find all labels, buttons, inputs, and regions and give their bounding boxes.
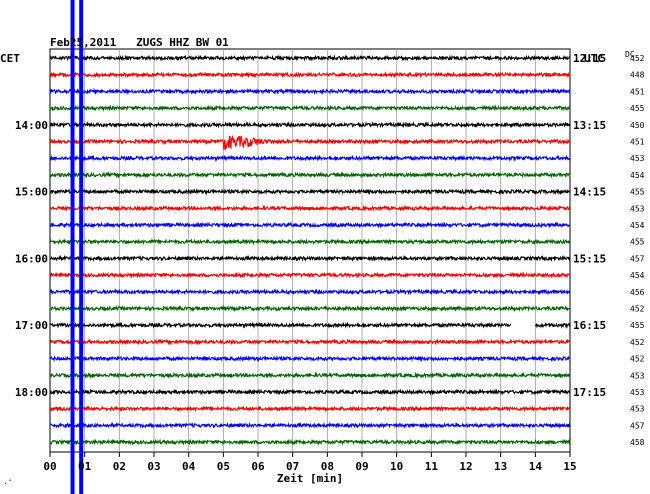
trace-line [49, 321, 571, 329]
trace-line [49, 288, 571, 296]
trace-line [49, 304, 571, 313]
dc-value: 451 [630, 138, 645, 147]
dc-value: 455 [630, 321, 645, 330]
x-tick-label: 02 [113, 460, 126, 473]
marker-lines [70, 0, 84, 494]
x-tick-label: 09 [355, 460, 368, 473]
trace-line [49, 421, 571, 429]
x-tick-label: 11 [425, 460, 439, 473]
x-tick-label: 13 [494, 460, 507, 473]
dc-value: 455 [630, 188, 645, 197]
x-tick-label: 10 [390, 460, 403, 473]
dc-value: 458 [630, 438, 645, 447]
dc-value: 452 [630, 338, 645, 347]
x-tick-label: 14 [529, 460, 543, 473]
trace-line [49, 204, 571, 212]
dc-value: 452 [630, 305, 645, 314]
x-tick-label: 01 [78, 460, 92, 473]
chart-title: Feb25,2011 ZUGS HHZ BW 01 [50, 36, 229, 49]
left-time-label: 16:00 [15, 252, 48, 265]
right-time-label: 16:15 [573, 319, 606, 332]
trace-line [49, 354, 571, 363]
x-axis-label: Zeit [min] [277, 472, 343, 485]
dc-value: 453 [630, 405, 645, 414]
plot-frame [49, 48, 571, 453]
labels: 00 01 02 03 04 05 06 07 08 09 10 11 12 13 14 15 14:00 15:… [15, 52, 645, 473]
trace-line [49, 134, 571, 150]
trace-line [49, 154, 571, 162]
footer-mark: ·̂ [3, 478, 12, 488]
right-time-label: 15:15 [573, 252, 606, 265]
right-time-label: 17:15 [573, 386, 606, 399]
dc-value: 454 [630, 271, 645, 280]
x-tick-label: 04 [182, 460, 196, 473]
dc-value: 448 [630, 71, 645, 80]
trace-line [49, 405, 571, 413]
trace-line [49, 187, 571, 196]
dc-value: 451 [630, 87, 645, 96]
x-tick-label: 07 [286, 460, 299, 473]
x-tick-label: 06 [251, 460, 265, 473]
right-time-label: 13:15 [573, 119, 606, 132]
dc-value: 452 [630, 355, 645, 364]
left-time-label: 15:00 [15, 186, 48, 199]
utc-label: UTC [584, 52, 604, 65]
right-time-label: 12:15 [573, 52, 606, 65]
trace-line [49, 338, 571, 346]
dc-value: 455 [630, 238, 645, 247]
x-tick-label: 05 [217, 460, 230, 473]
dc-value: 454 [630, 221, 645, 230]
trace-line [49, 54, 571, 62]
dc-value: 453 [630, 388, 645, 397]
x-tick-label: 03 [147, 460, 160, 473]
grid [49, 48, 571, 453]
trace-line [49, 371, 571, 379]
trace-line [49, 87, 571, 96]
x-tick-label: 08 [321, 460, 334, 473]
trace-line [49, 254, 571, 262]
dc-value: 453 [630, 154, 645, 163]
dc-value: 450 [630, 121, 645, 130]
left-time-label: 14:00 [15, 119, 48, 132]
dc-value: 457 [630, 421, 645, 430]
x-tick-label: 12 [459, 460, 472, 473]
trace-line [49, 70, 571, 79]
x-tick-label: 00 [43, 460, 56, 473]
trace-line [49, 221, 571, 229]
trace-line [49, 104, 571, 112]
dc-value: 455 [630, 104, 645, 113]
trace-line [49, 271, 571, 279]
dc-value: 453 [630, 204, 645, 213]
dc-value: 454 [630, 171, 645, 180]
dc-value: 453 [630, 371, 645, 380]
dc-value: 452 [630, 54, 645, 63]
dc-value: 456 [630, 288, 645, 297]
cet-label: CET [0, 52, 20, 65]
dc-value: 457 [630, 254, 645, 263]
left-time-label: 17:00 [15, 319, 48, 332]
left-time-label: 18:00 [15, 386, 48, 399]
dc-label: DC [625, 50, 635, 59]
trace-line [49, 238, 571, 246]
x-tick-label: 15 [563, 460, 576, 473]
trace-line [49, 121, 571, 129]
trace-line [49, 171, 571, 179]
trace-line [49, 388, 571, 396]
trace-line [49, 438, 571, 446]
traces [49, 54, 571, 446]
right-time-label: 14:15 [573, 186, 606, 199]
